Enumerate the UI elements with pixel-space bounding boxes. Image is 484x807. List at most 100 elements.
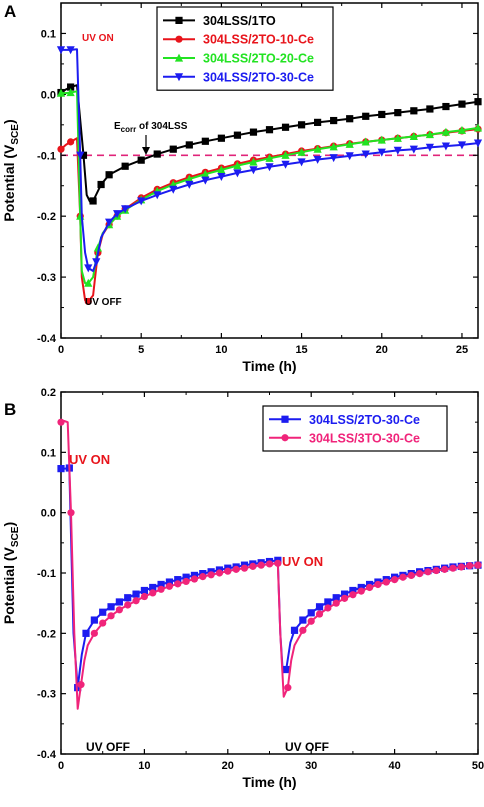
data-point bbox=[284, 684, 292, 692]
data-point bbox=[357, 587, 365, 595]
data-point bbox=[217, 165, 226, 174]
data-point bbox=[207, 571, 215, 579]
data-point bbox=[174, 576, 182, 584]
data-point bbox=[66, 88, 75, 97]
data-point bbox=[57, 145, 65, 153]
data-point bbox=[474, 98, 482, 106]
data-point bbox=[97, 180, 105, 189]
data-point bbox=[297, 121, 306, 129]
data-point bbox=[315, 610, 324, 618]
legend-marker bbox=[174, 53, 184, 62]
legend-marker bbox=[281, 415, 289, 423]
data-point bbox=[442, 102, 450, 111]
legend-label: 304LSS/2TO-30-Ce bbox=[203, 70, 314, 84]
data-point bbox=[265, 560, 274, 568]
data-point bbox=[137, 156, 145, 164]
data-point bbox=[410, 107, 418, 115]
legend-b: 304LSS/2TO-30-Ce 304LSS/3TO-30-Ce bbox=[262, 405, 448, 452]
data-point bbox=[99, 619, 107, 627]
data-point bbox=[391, 576, 399, 584]
data-point bbox=[314, 118, 322, 126]
data-point bbox=[115, 606, 123, 614]
series-line bbox=[61, 48, 479, 272]
axis-ticks-b: 0 10 20 30 40 50 -0.4 -0.3 -0.2 -0.1 0.0 0.1 0.2 bbox=[37, 387, 484, 772]
legend-label: 304LSS/2TO-30-Ce bbox=[309, 413, 420, 427]
data-point bbox=[249, 562, 257, 570]
data-point bbox=[281, 160, 290, 169]
data-point bbox=[84, 264, 93, 273]
y-tick-label: -0.2 bbox=[37, 628, 56, 640]
data-point bbox=[377, 148, 386, 157]
data-point bbox=[182, 577, 190, 586]
data-point bbox=[409, 131, 418, 140]
data-point bbox=[249, 157, 258, 166]
x-tick-label: 20 bbox=[222, 760, 234, 772]
uv-on-label-b-1: UV ON bbox=[69, 452, 110, 467]
data-point bbox=[330, 116, 338, 125]
legend-marker bbox=[281, 434, 289, 442]
data-point bbox=[382, 578, 390, 586]
data-point bbox=[377, 135, 386, 144]
data-point bbox=[90, 616, 98, 624]
data-point bbox=[249, 166, 258, 175]
data-point bbox=[249, 128, 258, 136]
data-point bbox=[153, 150, 161, 158]
data-point bbox=[357, 583, 365, 592]
data-point bbox=[265, 153, 274, 162]
data-point bbox=[441, 127, 451, 136]
data-point bbox=[474, 561, 482, 569]
data-point bbox=[297, 158, 306, 167]
data-point bbox=[76, 151, 85, 160]
y-tick-label: 0.0 bbox=[41, 89, 56, 101]
x-tick-label: 50 bbox=[472, 760, 484, 772]
data-point bbox=[169, 145, 177, 153]
data-point bbox=[124, 594, 132, 602]
data-point bbox=[57, 418, 65, 426]
y-tick-label: -0.4 bbox=[37, 333, 57, 345]
y-axis-title-b: Potential (VSCE) bbox=[1, 522, 21, 624]
x-tick-label: 40 bbox=[388, 760, 400, 772]
data-point bbox=[290, 626, 299, 634]
y-tick-label: 0.1 bbox=[41, 28, 56, 40]
data-point bbox=[149, 589, 157, 597]
y-tick-label: -0.2 bbox=[37, 211, 56, 223]
data-point bbox=[458, 100, 466, 108]
data-point bbox=[374, 580, 382, 589]
chart-panel-a: A 0 5 10 15 20 25 -0.4 -0.3 -0.2 -0.1 0.0 0.1 Time … bbox=[1, 2, 483, 374]
data-point bbox=[169, 185, 178, 194]
data-point bbox=[165, 578, 174, 586]
data-point bbox=[473, 123, 483, 132]
data-point bbox=[190, 575, 199, 583]
series-group-b bbox=[57, 418, 482, 710]
data-point bbox=[426, 105, 434, 113]
data-point bbox=[174, 580, 182, 588]
data-point bbox=[393, 133, 402, 142]
y-tick-label: -0.3 bbox=[37, 689, 56, 701]
series-304lss-2to-10-ce bbox=[57, 125, 482, 306]
x-tick-label: 30 bbox=[305, 760, 317, 772]
data-point bbox=[149, 583, 157, 592]
data-point bbox=[313, 155, 322, 164]
data-point bbox=[140, 592, 148, 601]
data-point bbox=[425, 130, 434, 139]
data-point bbox=[201, 169, 210, 178]
series-line bbox=[61, 467, 479, 689]
data-point bbox=[93, 243, 102, 252]
ecorr-label: Ecorr of 304LSS bbox=[114, 121, 188, 134]
data-point bbox=[324, 604, 332, 612]
data-point bbox=[57, 465, 65, 473]
data-point bbox=[217, 134, 225, 142]
y-tick-label: 0.2 bbox=[41, 387, 56, 399]
data-point bbox=[457, 563, 465, 571]
data-point bbox=[185, 180, 194, 189]
series-304lss-1to bbox=[57, 83, 482, 205]
data-point bbox=[105, 218, 114, 227]
data-point bbox=[201, 176, 210, 185]
y-tick-label: -0.3 bbox=[37, 272, 56, 284]
data-point bbox=[425, 143, 434, 152]
chart-panel-b: B 0 10 20 30 40 50 -0.4 -0.3 -0.2 -0.1 0.0 0.1 0.2 T… bbox=[1, 387, 484, 790]
series-line bbox=[61, 90, 479, 285]
data-point bbox=[233, 131, 242, 139]
y-axis-title-a: Potential (VSCE) bbox=[1, 119, 21, 221]
data-point bbox=[56, 88, 66, 97]
